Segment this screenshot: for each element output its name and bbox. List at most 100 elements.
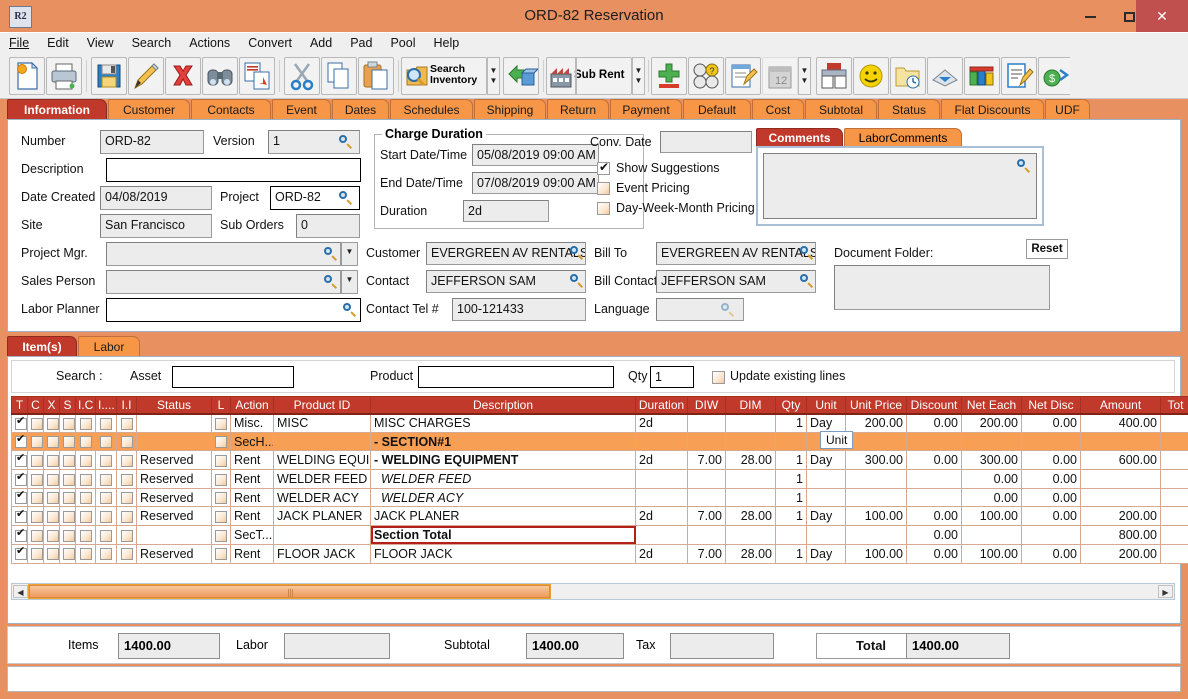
cell-netdisc[interactable]: 0.00 bbox=[1021, 413, 1081, 433]
cell-unit[interactable]: Day bbox=[806, 413, 846, 433]
cell-description[interactable]: - WELDING EQUIPMENT bbox=[370, 450, 636, 471]
row-checkbox-t[interactable] bbox=[15, 433, 27, 449]
project-field[interactable]: ORD-82 bbox=[270, 186, 360, 210]
cell-ic[interactable] bbox=[75, 431, 96, 452]
cell-i1[interactable] bbox=[95, 543, 117, 564]
cell-c[interactable] bbox=[27, 450, 44, 471]
cell-discount[interactable]: 0.00 bbox=[906, 506, 962, 527]
project-search-icon[interactable] bbox=[338, 190, 353, 205]
sales-person-field[interactable] bbox=[106, 270, 341, 294]
cell-unit[interactable]: Day bbox=[806, 543, 846, 564]
cell-c[interactable] bbox=[27, 506, 44, 527]
cell-productid[interactable]: MISC bbox=[273, 413, 371, 433]
contact-search-icon[interactable] bbox=[569, 273, 584, 288]
cell-amount[interactable] bbox=[1080, 431, 1161, 452]
cell-status[interactable] bbox=[136, 431, 212, 452]
row-checkbox-ii[interactable] bbox=[120, 436, 133, 449]
cell-s[interactable] bbox=[59, 469, 76, 489]
row-checkbox-i1[interactable] bbox=[100, 454, 112, 467]
column-header-t[interactable]: T bbox=[11, 396, 28, 415]
description-field[interactable] bbox=[106, 158, 361, 182]
cell-status[interactable]: Reserved bbox=[136, 469, 212, 489]
cell-ic[interactable] bbox=[75, 450, 96, 471]
cell-ii[interactable] bbox=[116, 413, 137, 433]
menu-item-file[interactable]: File bbox=[9, 36, 30, 50]
money-transfer-button[interactable]: $ bbox=[1038, 57, 1074, 95]
column-header-ii[interactable]: I.I bbox=[116, 396, 137, 415]
table-row[interactable]: SecT... Section Total 0.00 800.00 bbox=[11, 525, 1188, 545]
cell-t[interactable] bbox=[11, 450, 28, 471]
cell-productid[interactable]: WELDER FEED bbox=[273, 469, 371, 489]
labor-planner-field[interactable] bbox=[106, 298, 361, 322]
cell-unitprice[interactable]: 200.00 bbox=[845, 413, 907, 433]
cell-description[interactable]: WELDER ACY bbox=[370, 487, 636, 508]
column-header-neteach[interactable]: Net Each bbox=[961, 396, 1022, 415]
cell-action[interactable]: Rent bbox=[230, 543, 274, 564]
cell-description[interactable]: WELDER FEED bbox=[370, 469, 636, 489]
cell-dim[interactable]: 28.00 bbox=[725, 450, 776, 471]
row-checkbox-c[interactable] bbox=[31, 473, 43, 486]
column-header-dim[interactable]: DIM bbox=[725, 396, 776, 415]
cell-ic[interactable] bbox=[75, 487, 96, 508]
cell-description[interactable]: Section Total bbox=[370, 525, 636, 545]
cell-netdisc[interactable] bbox=[1021, 525, 1081, 545]
tab-event[interactable]: Event bbox=[272, 99, 331, 120]
cell-productid[interactable] bbox=[273, 525, 371, 545]
cell-x[interactable] bbox=[43, 525, 60, 545]
row-checkbox-l[interactable] bbox=[215, 529, 227, 542]
qty-input[interactable]: 1 bbox=[650, 366, 694, 388]
cell-unitprice[interactable] bbox=[845, 525, 907, 545]
row-checkbox-x[interactable] bbox=[47, 548, 59, 561]
row-checkbox-i1[interactable] bbox=[100, 529, 112, 542]
cell-unitprice[interactable] bbox=[845, 431, 907, 452]
customer-field[interactable]: EVERGREEN AV RENTALS bbox=[426, 242, 586, 265]
contact-field[interactable]: JEFFERSON SAM bbox=[426, 270, 586, 293]
menu-item-view[interactable]: View bbox=[86, 36, 114, 50]
cell-t[interactable] bbox=[11, 525, 28, 545]
cell-qty[interactable]: 1 bbox=[775, 506, 807, 527]
cell-dim[interactable]: 28.00 bbox=[725, 506, 776, 527]
close-button[interactable]: ✕ bbox=[1136, 0, 1188, 32]
cell-qty[interactable]: 1 bbox=[775, 487, 807, 508]
row-checkbox-x[interactable] bbox=[47, 436, 59, 449]
cell-s[interactable] bbox=[59, 487, 76, 508]
cell-productid[interactable]: WELDING EQUI... bbox=[273, 450, 371, 471]
cell-unit[interactable] bbox=[806, 525, 846, 545]
row-checkbox-t[interactable] bbox=[15, 471, 27, 486]
cell-amount[interactable]: 600.00 bbox=[1080, 450, 1161, 471]
search-inventory-button[interactable]: Search Inventory bbox=[401, 57, 487, 95]
cell-neteach[interactable]: 200.00 bbox=[961, 413, 1022, 433]
cell-t[interactable] bbox=[11, 431, 28, 452]
comments-tab[interactable]: Comments bbox=[756, 128, 843, 147]
tab-flat-discounts[interactable]: Flat Discounts bbox=[941, 99, 1044, 120]
cell-unit[interactable] bbox=[806, 487, 846, 508]
menu-item-edit[interactable]: Edit bbox=[47, 36, 69, 50]
update-existing-lines-checkbox[interactable] bbox=[712, 371, 725, 384]
cell-diw[interactable] bbox=[687, 469, 726, 489]
tab-cost[interactable]: Cost bbox=[752, 99, 804, 120]
tab-payment[interactable]: Payment bbox=[610, 99, 682, 120]
cell-unitprice[interactable] bbox=[845, 469, 907, 489]
project-mgr-dropdown[interactable]: ▼ bbox=[341, 242, 358, 266]
sub-orders-field[interactable]: 0 bbox=[296, 214, 360, 238]
column-header-diw[interactable]: DIW bbox=[687, 396, 726, 415]
column-header-description[interactable]: Description bbox=[370, 396, 636, 415]
row-checkbox-i1[interactable] bbox=[100, 473, 112, 486]
cell-x[interactable] bbox=[43, 450, 60, 471]
calendar-button[interactable]: 12 bbox=[762, 57, 798, 95]
tab-status[interactable]: Status bbox=[878, 99, 940, 120]
row-checkbox-s[interactable] bbox=[63, 548, 75, 561]
comments-box[interactable] bbox=[756, 146, 1044, 226]
cell-productid[interactable] bbox=[273, 431, 371, 452]
cell-dim[interactable] bbox=[725, 431, 776, 452]
row-checkbox-s[interactable] bbox=[63, 417, 75, 430]
row-checkbox-t[interactable] bbox=[15, 545, 27, 561]
cell-productid[interactable]: FLOOR JACK bbox=[273, 543, 371, 564]
table-row[interactable]: SecH... - SECTION#1 bbox=[11, 431, 1188, 452]
cell-duration[interactable]: 2d bbox=[635, 506, 688, 527]
row-checkbox-ic[interactable] bbox=[79, 473, 92, 486]
bill-contact-field[interactable]: JEFFERSON SAM bbox=[656, 270, 816, 293]
